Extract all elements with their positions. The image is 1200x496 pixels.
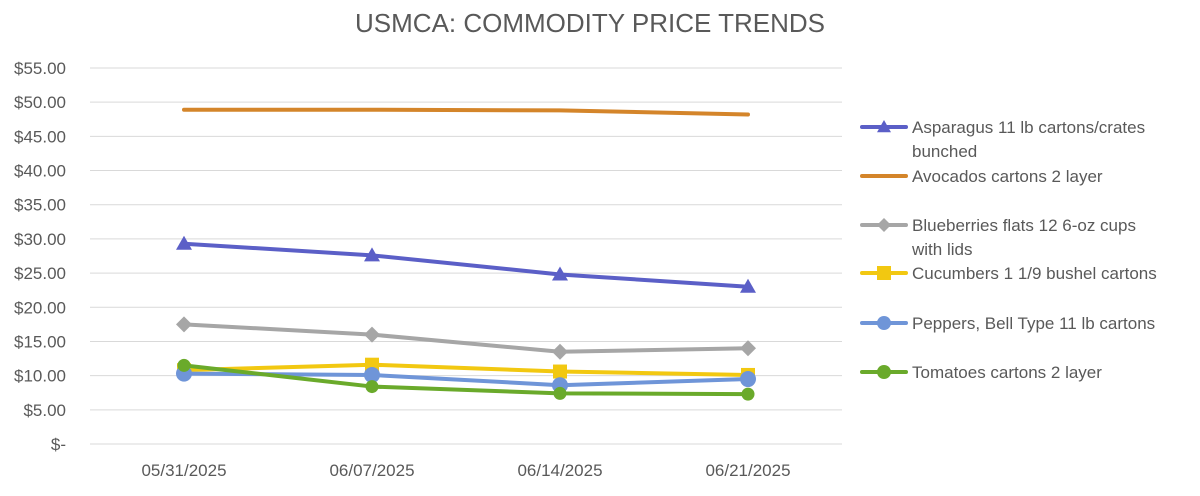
chart-title: USMCA: COMMODITY PRICE TRENDS [355, 8, 825, 38]
legend-label: Blueberries flats 12 6-oz cups [912, 216, 1136, 235]
series-lines [176, 107, 756, 401]
y-tick-label: $45.00 [14, 127, 66, 146]
x-tick-label: 05/31/2025 [141, 461, 226, 480]
legend-entry: Blueberries flats 12 6-oz cups with lids [860, 216, 1136, 259]
data-point-marker [740, 371, 756, 388]
legend-entry: Tomatoes cartons 2 layer [860, 363, 1102, 382]
data-point-marker [877, 266, 891, 280]
x-tick-label: 06/14/2025 [517, 461, 602, 480]
legend-entry: Asparagus 11 lb cartons/crates bunched [860, 118, 1145, 161]
legend-label: Cucumbers 1 1/9 bushel cartons [912, 264, 1157, 283]
legend-entry: Cucumbers 1 1/9 bushel cartons [860, 264, 1157, 283]
legend-label: Asparagus 11 lb cartons/crates [912, 118, 1145, 137]
data-point-marker [741, 387, 755, 401]
series-line [182, 362, 750, 377]
data-point-marker [553, 364, 567, 379]
data-point-marker [740, 278, 756, 293]
series-avocados-cartons-2-layer [182, 107, 750, 117]
gridlines [90, 67, 842, 445]
y-tick-label: $- [51, 435, 66, 454]
y-tick-label: $15.00 [14, 332, 66, 351]
y-axis-tick-labels: $- $5.00 $10.00 $15.00 $20.00 $25.00 $30.00 $35… [14, 59, 66, 454]
y-tick-label: $5.00 [23, 401, 66, 420]
data-point-marker [877, 218, 891, 232]
series-line [182, 241, 750, 289]
y-tick-label: $25.00 [14, 264, 66, 283]
series-tomatoes-cartons-2-layer [177, 358, 755, 401]
x-tick-label: 06/07/2025 [329, 461, 414, 480]
legend: Asparagus 11 lb cartons/crates bunched Avo… [860, 118, 1157, 382]
data-point-marker [176, 235, 192, 250]
y-tick-label: $35.00 [14, 196, 66, 215]
y-tick-label: $50.00 [14, 93, 66, 112]
legend-label: Peppers, Bell Type 11 lb cartons [912, 314, 1155, 333]
series-line [182, 322, 750, 354]
x-axis-tick-labels: 05/31/2025 06/07/2025 06/14/2025 06/21/2025 [141, 461, 790, 480]
data-point-marker [365, 380, 379, 394]
data-point-marker [552, 266, 568, 281]
data-point-marker [552, 343, 568, 360]
series-line [182, 363, 750, 397]
data-point-marker [740, 340, 756, 357]
y-tick-label: $55.00 [14, 59, 66, 78]
series-asparagus-11-lb-cartons-crates-bunched [176, 235, 756, 293]
data-point-marker [877, 365, 891, 379]
y-tick-label: $10.00 [14, 367, 66, 386]
series-blueberries-flats-12-6-oz-cups-with-lids [176, 316, 756, 360]
data-point-marker [364, 247, 380, 262]
legend-entry: Avocados cartons 2 layer [860, 167, 1103, 186]
y-tick-label: $40.00 [14, 162, 66, 181]
data-point-marker [364, 326, 380, 343]
data-point-marker [177, 358, 191, 372]
data-point-marker [877, 316, 891, 330]
legend-label: Avocados cartons 2 layer [912, 167, 1103, 186]
series-line [182, 107, 750, 117]
data-point-marker [364, 366, 380, 383]
legend-label: bunched [912, 142, 977, 161]
y-tick-label: $30.00 [14, 230, 66, 249]
data-point-marker [877, 120, 891, 133]
legend-label: with lids [911, 240, 972, 259]
legend-label: Tomatoes cartons 2 layer [912, 363, 1102, 382]
legend-entry: Peppers, Bell Type 11 lb cartons [860, 314, 1155, 333]
y-tick-label: $20.00 [14, 298, 66, 317]
data-point-marker [176, 316, 192, 333]
data-point-marker [553, 386, 567, 400]
x-tick-label: 06/21/2025 [705, 461, 790, 480]
